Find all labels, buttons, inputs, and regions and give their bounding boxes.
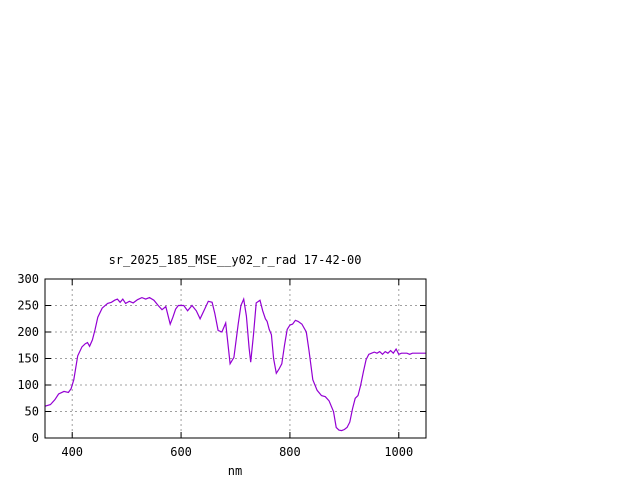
y-tick-label: 150 (17, 352, 39, 366)
y-tick-label: 0 (32, 431, 39, 445)
y-tick-label: 100 (17, 378, 39, 392)
grid (45, 279, 426, 438)
y-tick-labels: 0 50 100 150 200 250 300 (17, 272, 39, 445)
chart-title: sr_2025_185_MSE__y02_r_rad 17-42-00 (109, 253, 362, 267)
axis-ticks (45, 278, 426, 439)
y-tick-label: 250 (17, 299, 39, 313)
y-tick-label: 200 (17, 325, 39, 339)
series (44, 296, 426, 432)
y-tick-label: 50 (25, 405, 39, 419)
y-tick-label: 300 (17, 272, 39, 286)
x-tick-label: 400 (61, 445, 83, 459)
x-axis-label: nm (228, 464, 242, 478)
x-tick-labels: 400 600 800 1000 (61, 445, 413, 459)
x-tick-label: 800 (279, 445, 301, 459)
x-tick-label: 600 (170, 445, 192, 459)
series-line (44, 296, 426, 432)
x-tick-label: 1000 (384, 445, 413, 459)
